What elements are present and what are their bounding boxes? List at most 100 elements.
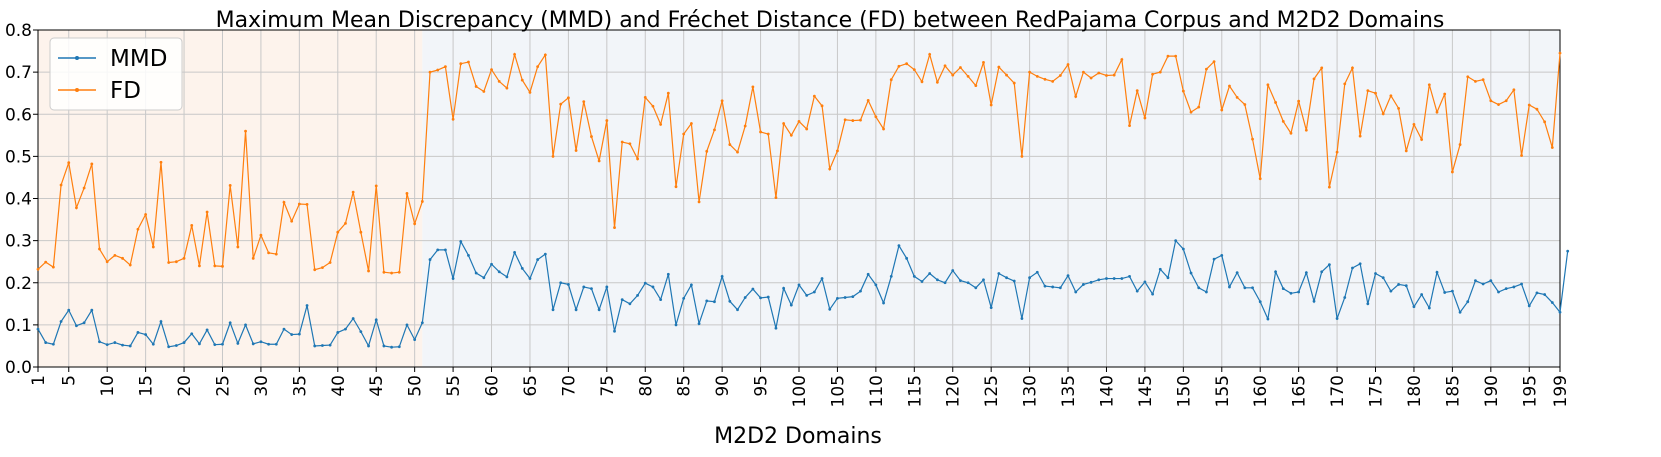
fd-point (151, 245, 155, 249)
mmd-point (321, 344, 324, 347)
mmd-point (713, 300, 716, 304)
fd-point (1151, 72, 1154, 76)
mmd-point (643, 281, 647, 285)
mmd-point (1297, 290, 1301, 294)
mmd-point (805, 293, 809, 297)
x-tick-label: 180 (1405, 375, 1425, 407)
fd-point (436, 68, 440, 72)
mmd-point (1005, 276, 1008, 280)
fd-point (1543, 120, 1547, 124)
fd-point (190, 224, 194, 227)
mmd-point (374, 318, 378, 322)
fd-point (1020, 154, 1024, 158)
y-tick-label: 0.1 (5, 316, 32, 336)
mmd-point (682, 296, 686, 300)
fd-point (666, 91, 670, 95)
mmd-point (1181, 247, 1185, 251)
x-axis-label: M2D2 Domains (714, 424, 882, 449)
fd-point (912, 68, 916, 71)
mmd-point (1012, 279, 1016, 283)
mmd-point (751, 287, 755, 291)
fd-point (144, 213, 148, 216)
fd-point (1005, 73, 1008, 77)
fd-point (467, 60, 470, 64)
fd-point (828, 167, 832, 171)
x-tick-label: 65 (521, 375, 541, 397)
x-tick-label: 170 (1328, 375, 1348, 407)
fd-point (90, 162, 94, 166)
x-tick-label: 5 (60, 375, 80, 386)
fd-point (105, 260, 109, 264)
fd-point (236, 245, 240, 249)
mmd-point (151, 342, 155, 346)
mmd-point (313, 344, 317, 348)
mmd-point (474, 271, 478, 275)
mmd-point (935, 278, 939, 282)
fd-point (520, 78, 524, 82)
fd-point (405, 192, 409, 195)
fd-point (1443, 92, 1447, 96)
fd-point (1412, 122, 1416, 126)
mmd-point (459, 240, 463, 243)
mmd-point (1189, 271, 1193, 275)
mmd-point (198, 342, 201, 346)
mmd-point (590, 287, 593, 291)
fd-point (974, 84, 978, 88)
mmd-point (428, 258, 432, 261)
fd-point (459, 62, 463, 66)
x-axis: 1 5 10 15 20 25 30 35 40 45 50 55 60 65 70 75 80 85 90 95 10… (29, 367, 1571, 407)
x-tick-label: 165 (1290, 375, 1310, 407)
x-tick-label: 135 (1059, 375, 1079, 407)
mmd-point (582, 285, 586, 289)
fd-point (743, 124, 747, 128)
fd-point (1189, 110, 1193, 114)
legend-label-fd: FD (110, 78, 141, 104)
fd-point (613, 226, 616, 229)
x-tick-label: 145 (1136, 375, 1156, 407)
fd-point (1397, 106, 1400, 110)
mmd-point (1089, 280, 1093, 284)
mmd-point (1381, 276, 1385, 280)
mmd-point (636, 293, 639, 297)
mmd-point (943, 281, 947, 285)
x-tick-label: 195 (1520, 375, 1540, 407)
mmd-point (244, 323, 247, 327)
fd-point (1466, 75, 1470, 79)
fd-point (267, 251, 271, 255)
mmd-point (144, 333, 148, 336)
mmd-point (1020, 317, 1024, 320)
mmd-point (928, 272, 932, 275)
fd-point (1281, 120, 1285, 123)
mmd-point (1266, 317, 1270, 321)
mmd-point (44, 341, 48, 344)
legend-box (49, 37, 183, 111)
legend: MMD FD (49, 37, 183, 111)
fd-point (1066, 63, 1070, 66)
fd-point (720, 99, 724, 103)
x-tick-label: 15 (137, 375, 157, 397)
x-tick-label: 105 (828, 375, 848, 407)
mmd-point (159, 320, 163, 323)
fd-point (605, 119, 609, 122)
mmd-point (543, 252, 547, 256)
fd-point (336, 230, 340, 234)
mmd-point (1174, 239, 1178, 243)
fd-point (1043, 77, 1047, 81)
mmd-point (1497, 290, 1500, 294)
fd-point (205, 210, 209, 214)
x-tick-label: 185 (1443, 375, 1463, 407)
mmd-point (620, 298, 624, 301)
mmd-point (397, 345, 401, 349)
fd-point (1120, 58, 1124, 61)
fd-point (367, 269, 370, 273)
mmd-point (1389, 289, 1393, 293)
fd-point (1435, 110, 1439, 114)
mmd-point (851, 295, 855, 299)
fd-point (305, 203, 309, 206)
x-tick-label: 199 (1551, 375, 1571, 407)
fd-point (1174, 54, 1178, 58)
fd-point (859, 118, 862, 122)
mmd-point (920, 280, 924, 283)
fd-point (836, 149, 839, 153)
